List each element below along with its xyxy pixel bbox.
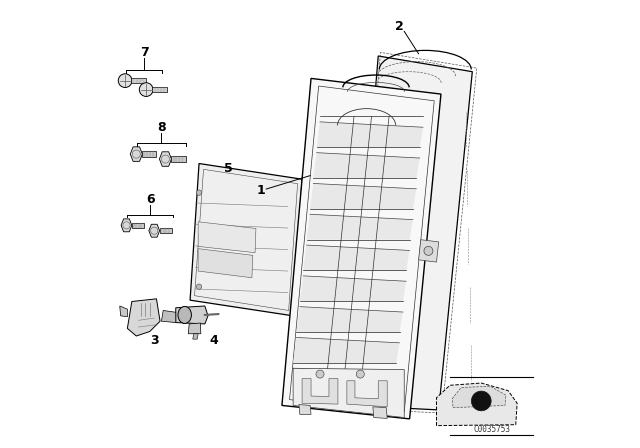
Circle shape xyxy=(424,246,433,255)
Circle shape xyxy=(118,74,132,87)
Polygon shape xyxy=(347,381,387,407)
Circle shape xyxy=(196,190,202,195)
Polygon shape xyxy=(149,224,159,237)
Polygon shape xyxy=(121,219,132,232)
Polygon shape xyxy=(132,223,145,228)
Polygon shape xyxy=(131,78,146,83)
Polygon shape xyxy=(293,337,399,363)
Text: 7: 7 xyxy=(140,46,148,60)
Polygon shape xyxy=(317,122,423,147)
Polygon shape xyxy=(310,184,416,209)
Polygon shape xyxy=(296,306,403,332)
Ellipse shape xyxy=(178,306,191,323)
Polygon shape xyxy=(152,87,167,92)
Polygon shape xyxy=(190,164,302,316)
Circle shape xyxy=(140,83,153,96)
Polygon shape xyxy=(314,153,420,178)
Polygon shape xyxy=(198,249,253,278)
Text: C0035753: C0035753 xyxy=(473,425,510,434)
Polygon shape xyxy=(142,151,156,157)
Polygon shape xyxy=(373,407,387,418)
Polygon shape xyxy=(159,152,172,166)
Polygon shape xyxy=(452,386,506,408)
Polygon shape xyxy=(131,147,142,161)
Text: 5: 5 xyxy=(224,161,232,175)
Polygon shape xyxy=(193,334,198,339)
Polygon shape xyxy=(188,323,201,334)
Polygon shape xyxy=(120,306,127,317)
Polygon shape xyxy=(293,368,404,418)
Polygon shape xyxy=(159,228,172,233)
Text: 6: 6 xyxy=(146,193,154,206)
Text: 1: 1 xyxy=(257,184,265,197)
Polygon shape xyxy=(127,299,160,336)
Polygon shape xyxy=(302,379,338,404)
Polygon shape xyxy=(299,405,311,414)
Polygon shape xyxy=(282,78,441,419)
Text: 8: 8 xyxy=(157,121,166,134)
Circle shape xyxy=(356,370,364,378)
Circle shape xyxy=(472,391,491,411)
Text: 2: 2 xyxy=(396,20,404,34)
Polygon shape xyxy=(307,214,413,240)
Polygon shape xyxy=(176,306,208,324)
Polygon shape xyxy=(172,156,186,162)
Circle shape xyxy=(316,370,324,378)
Polygon shape xyxy=(436,383,517,426)
Polygon shape xyxy=(300,276,406,301)
Text: 3: 3 xyxy=(150,334,159,347)
Polygon shape xyxy=(161,310,176,323)
Circle shape xyxy=(196,284,202,289)
Text: 4: 4 xyxy=(209,334,218,347)
Polygon shape xyxy=(349,56,472,410)
Polygon shape xyxy=(198,222,256,253)
Polygon shape xyxy=(303,245,410,271)
Polygon shape xyxy=(419,240,439,262)
